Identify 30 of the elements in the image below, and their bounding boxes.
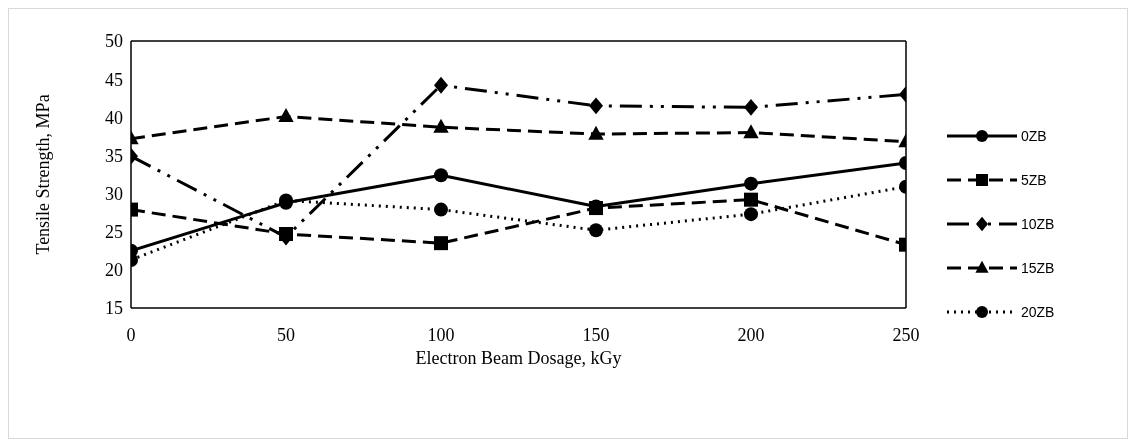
y-tick-label: 20 (105, 260, 123, 281)
point (589, 223, 603, 238)
legend-label: 15ZB (1021, 259, 1055, 276)
x-tick-label: 200 (737, 324, 765, 345)
point (434, 202, 448, 217)
x-tick-label: 250 (892, 324, 920, 345)
x-axis-title: Electron Beam Dosage, kGy (415, 348, 622, 368)
x-tick-label: 0 (126, 324, 136, 345)
x-tick-label: 50 (277, 324, 295, 345)
y-tick-label: 50 (105, 31, 123, 52)
point (434, 168, 448, 183)
legend-label: 10ZB (1021, 215, 1055, 232)
legend-label: 0ZB (1021, 127, 1047, 144)
point (434, 236, 448, 251)
point (434, 76, 448, 94)
point (589, 97, 603, 115)
y-tick-label: 35 (105, 145, 123, 166)
y-tick-label: 45 (105, 69, 123, 90)
y-tick-label: 25 (105, 222, 123, 243)
y-tick-label: 15 (105, 298, 123, 319)
legend-label: 5ZB (1021, 171, 1047, 188)
x-tick-label: 150 (582, 324, 610, 345)
x-tick-label: 100 (427, 324, 455, 345)
legend-label: 20ZB (1021, 303, 1055, 320)
point (588, 125, 604, 140)
point (278, 108, 294, 123)
y-tick-label: 40 (105, 107, 123, 128)
y-tick-label: 30 (105, 183, 123, 204)
y-axis-title: Tensile Strength, MPa (33, 94, 54, 255)
point (433, 118, 449, 133)
